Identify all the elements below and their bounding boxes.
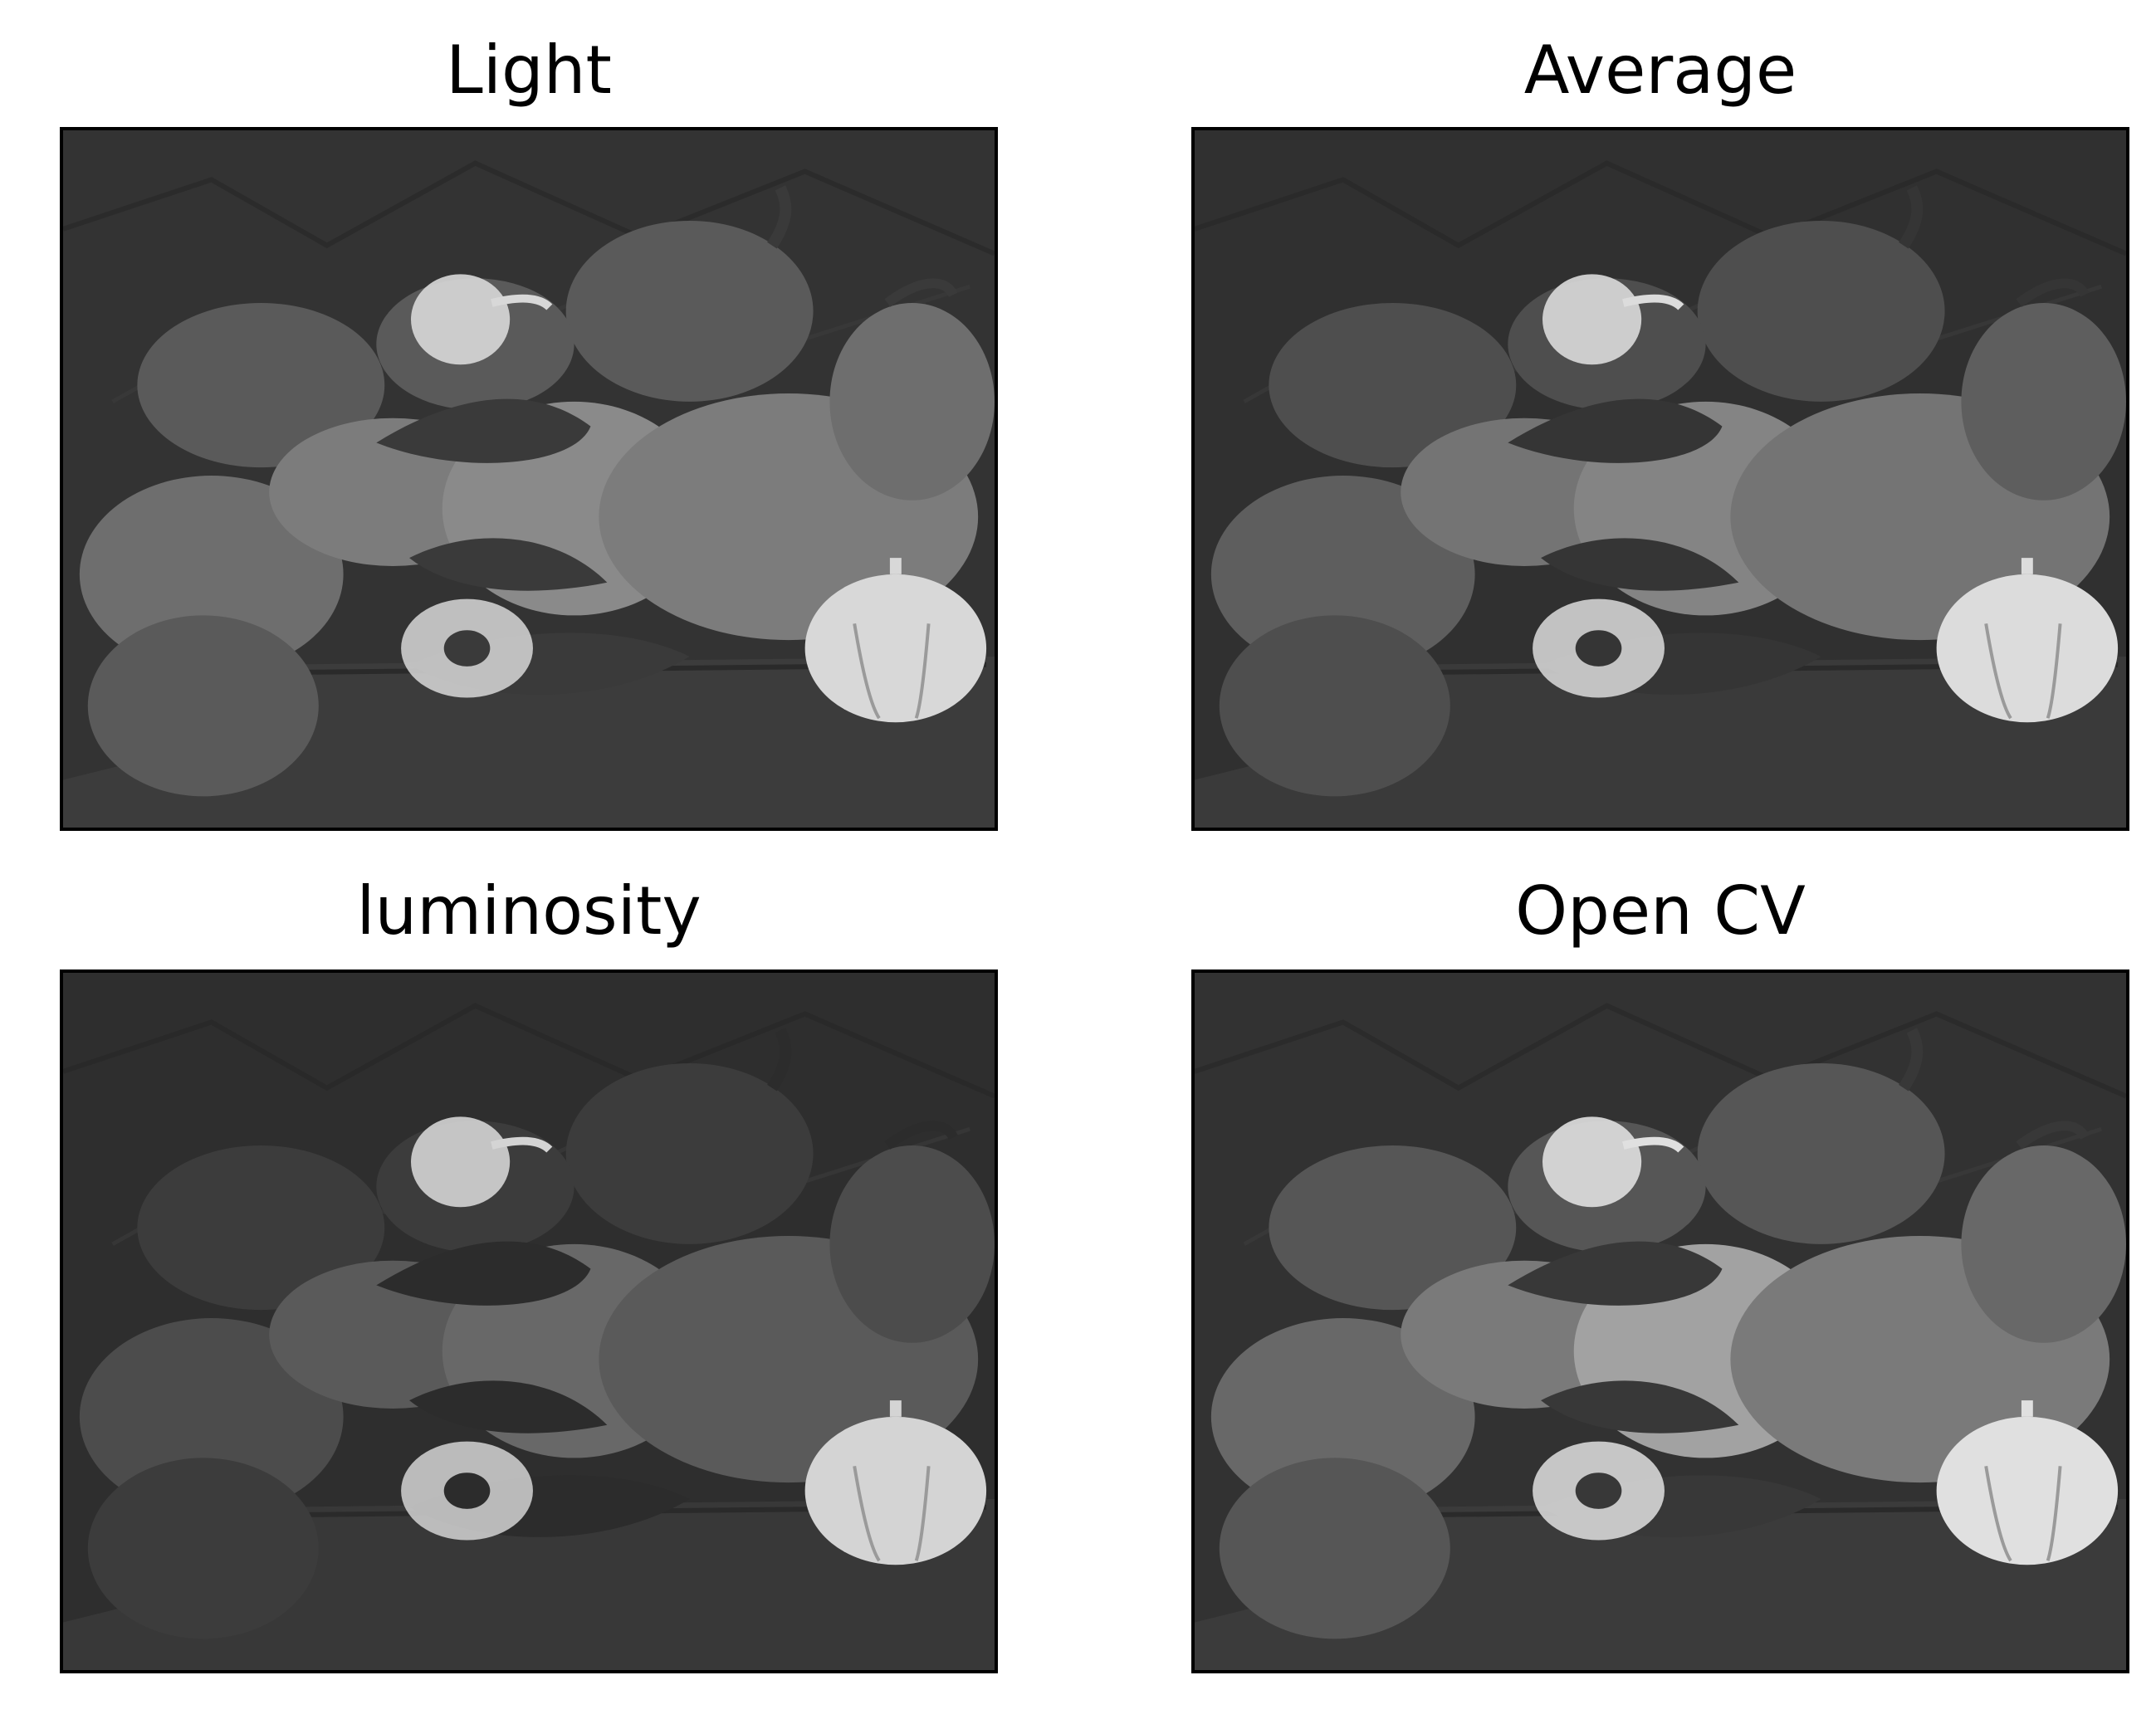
grayscale-image-light [60, 127, 998, 831]
panel-title-light: Light [446, 32, 612, 109]
panel-title-average: Average [1523, 32, 1797, 109]
grayscale-image-average [1191, 127, 2129, 831]
panel-title-luminosity: luminosity [356, 872, 702, 950]
grayscale-image-luminosity [60, 969, 998, 1673]
grayscale-image-opencv [1191, 969, 2129, 1673]
panel-title-opencv: Open CV [1515, 872, 1806, 950]
